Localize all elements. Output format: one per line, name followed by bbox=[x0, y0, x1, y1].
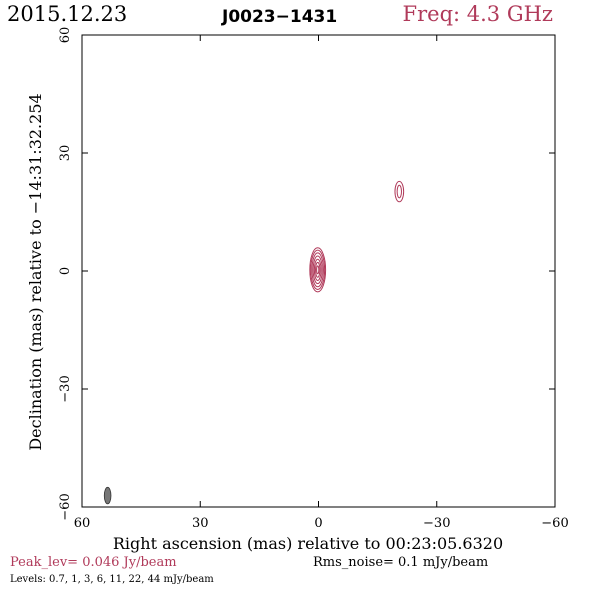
y-tick-label: 0 bbox=[58, 267, 73, 275]
y-tick-label: −60 bbox=[58, 493, 73, 520]
contour-line bbox=[315, 261, 321, 278]
contour-levels: Levels: 0.7, 1, 3, 6, 11, 22, 44 mJy/bea… bbox=[10, 574, 214, 585]
x-tick-label: −30 bbox=[423, 516, 450, 531]
contour-line bbox=[394, 180, 405, 203]
source-name: J0023−1431 bbox=[221, 7, 337, 27]
y-tick-label: 60 bbox=[58, 27, 73, 44]
contour-line bbox=[311, 252, 324, 288]
frequency-label: Freq: 4.3 GHz bbox=[403, 2, 553, 26]
x-tick-label: 0 bbox=[314, 516, 322, 531]
contour-line bbox=[396, 184, 402, 199]
beam-group bbox=[103, 486, 112, 505]
contour-group bbox=[309, 180, 405, 293]
beam-ellipse bbox=[103, 486, 112, 505]
rms-noise: Rms_noise= 0.1 mJy/beam bbox=[313, 555, 488, 570]
y-tick-label: −30 bbox=[58, 375, 73, 402]
y-tick-labels: −60 −30 0 30 60 bbox=[58, 27, 73, 521]
x-tick-label: 60 bbox=[74, 516, 91, 531]
contour-line bbox=[313, 258, 322, 281]
x-tick-label: −60 bbox=[541, 516, 568, 531]
observation-date: 2015.12.23 bbox=[7, 2, 127, 26]
axis-ticks bbox=[81, 34, 556, 508]
contour-line bbox=[316, 265, 320, 275]
y-tick-label: 30 bbox=[58, 145, 73, 162]
contour-line bbox=[310, 249, 326, 290]
contour-line bbox=[312, 255, 323, 285]
x-axis-label: Right ascension (mas) relative to 00:23:… bbox=[113, 534, 503, 553]
y-axis-label: Declination (mas) relative to −14:31:32.… bbox=[26, 93, 45, 450]
x-tick-labels: 60 30 0 −30 −60 bbox=[74, 516, 569, 531]
contour-line bbox=[309, 247, 327, 293]
x-tick-label: 30 bbox=[192, 516, 209, 531]
peak-level: Peak_lev= 0.046 Jy/beam bbox=[10, 555, 177, 570]
